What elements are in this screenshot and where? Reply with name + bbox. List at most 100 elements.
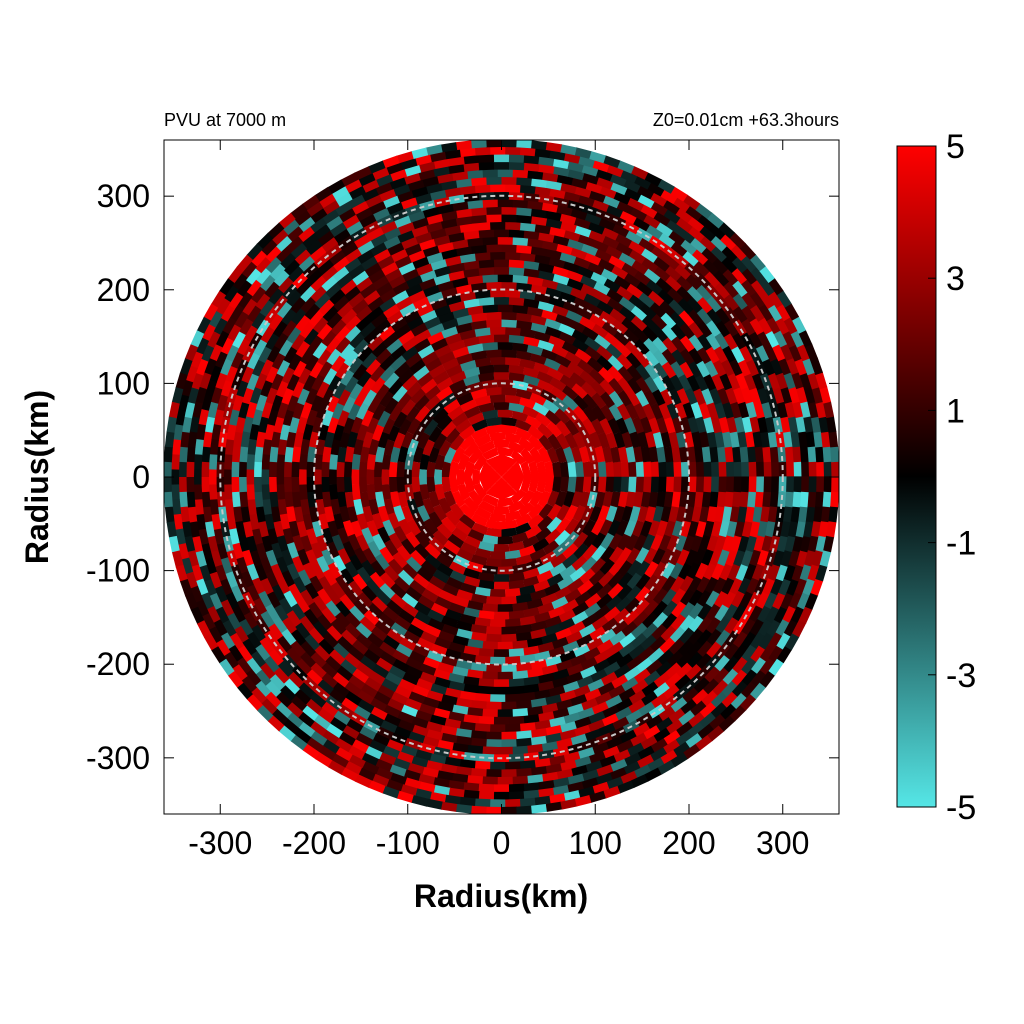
heatmap-cell	[515, 522, 532, 536]
heatmap-cell	[677, 639, 695, 657]
heatmap-cell	[765, 330, 780, 348]
heatmap-cell	[232, 664, 249, 682]
heatmap-cell	[603, 745, 621, 759]
heatmap-cell	[489, 513, 506, 523]
heatmap-cell	[378, 325, 396, 342]
heatmap-cell	[379, 572, 396, 589]
heatmap-cell	[463, 567, 480, 580]
heatmap-cell	[501, 281, 517, 291]
heatmap-cell	[522, 366, 540, 379]
heatmap-cell	[264, 604, 280, 622]
heatmap-cell	[374, 383, 390, 401]
heatmap-cell	[534, 148, 551, 159]
heatmap-cell	[826, 416, 837, 433]
heatmap-cell	[291, 402, 305, 420]
heatmap-cell	[603, 277, 621, 293]
heatmap-cell	[286, 702, 304, 719]
heatmap-cell	[783, 316, 798, 335]
heatmap-cell	[549, 793, 567, 804]
heatmap-cell	[493, 161, 510, 170]
heatmap-cell	[661, 324, 678, 341]
heatmap-cell	[398, 609, 416, 625]
heatmap-cell	[592, 741, 610, 755]
heatmap-cell	[493, 334, 510, 343]
heatmap-cell	[355, 276, 373, 293]
heatmap-cell	[791, 316, 806, 334]
heatmap-cell	[709, 446, 719, 463]
heatmap-cell	[187, 506, 198, 524]
heatmap-cell	[209, 571, 223, 590]
heatmap-cell	[371, 512, 385, 530]
heatmap-cell	[646, 658, 664, 675]
heatmap-cell	[609, 630, 627, 647]
heatmap-cell	[497, 446, 515, 457]
heatmap-cell	[729, 358, 743, 376]
heatmap-cell	[567, 461, 577, 477]
heatmap-cell	[767, 372, 781, 390]
heatmap-cell	[515, 426, 533, 441]
heatmap-cell	[406, 417, 421, 435]
heatmap-cell	[299, 438, 310, 456]
heatmap-cell	[528, 476, 540, 494]
heatmap-cell	[206, 606, 221, 624]
y-tick-label: 200	[97, 272, 150, 308]
heatmap-cell	[489, 589, 506, 598]
heatmap-cell	[260, 239, 278, 257]
heatmap-cell	[306, 477, 315, 493]
heatmap-cell	[651, 623, 668, 641]
heatmap-cell	[383, 539, 399, 557]
heatmap-cell	[775, 618, 790, 637]
heatmap-cell	[725, 386, 738, 405]
heatmap-cell	[548, 605, 566, 620]
heatmap-cell	[486, 596, 502, 605]
heatmap-cell	[336, 636, 354, 653]
heatmap-cell	[275, 691, 293, 709]
heatmap-cell	[481, 274, 498, 283]
heatmap-cell	[505, 693, 521, 703]
heatmap-cell	[574, 794, 593, 807]
heatmap-cell	[411, 217, 429, 230]
heatmap-cell	[703, 476, 712, 493]
heatmap-cell	[351, 453, 361, 470]
heatmap-cell	[466, 274, 484, 285]
heatmap-cell	[574, 724, 592, 737]
heatmap-cell	[697, 333, 713, 351]
heatmap-cell	[699, 235, 717, 252]
heatmap-cell	[590, 668, 608, 683]
heatmap-cell	[408, 358, 426, 375]
heatmap-cell	[315, 381, 330, 399]
heatmap-cell	[307, 602, 324, 620]
heatmap-cell	[658, 300, 676, 317]
heatmap-cell	[470, 662, 488, 672]
heatmap-cell	[559, 564, 577, 580]
heatmap-cell	[668, 298, 685, 316]
heatmap-cell	[426, 650, 444, 664]
heatmap-cell	[272, 616, 288, 634]
heatmap-cell	[400, 197, 418, 210]
heatmap-cell	[759, 265, 775, 283]
heatmap-cell	[254, 256, 272, 274]
heatmap-cell	[786, 357, 800, 375]
heatmap-cell	[704, 359, 719, 378]
heatmap-cell	[767, 505, 778, 523]
heatmap-cell	[568, 620, 587, 635]
heatmap-cell	[545, 763, 563, 774]
heatmap-cell	[309, 285, 327, 303]
heatmap-cell	[321, 701, 339, 718]
heatmap-cell	[663, 208, 681, 224]
heatmap-cell	[619, 729, 638, 744]
heatmap-cell	[279, 685, 297, 702]
heatmap-cell	[262, 439, 272, 456]
heatmap-cell	[680, 698, 698, 715]
heatmap-cell	[558, 322, 576, 336]
heatmap-cell	[621, 316, 639, 333]
heatmap-cell	[788, 344, 802, 362]
heatmap-cell	[424, 394, 441, 411]
heatmap-cell	[567, 476, 577, 493]
heatmap-cell	[398, 261, 416, 276]
heatmap-cell	[187, 431, 198, 448]
heatmap-cell	[597, 461, 607, 477]
heatmap-cell	[547, 573, 565, 588]
heatmap-cell	[426, 477, 436, 493]
heatmap-cell	[371, 424, 385, 442]
